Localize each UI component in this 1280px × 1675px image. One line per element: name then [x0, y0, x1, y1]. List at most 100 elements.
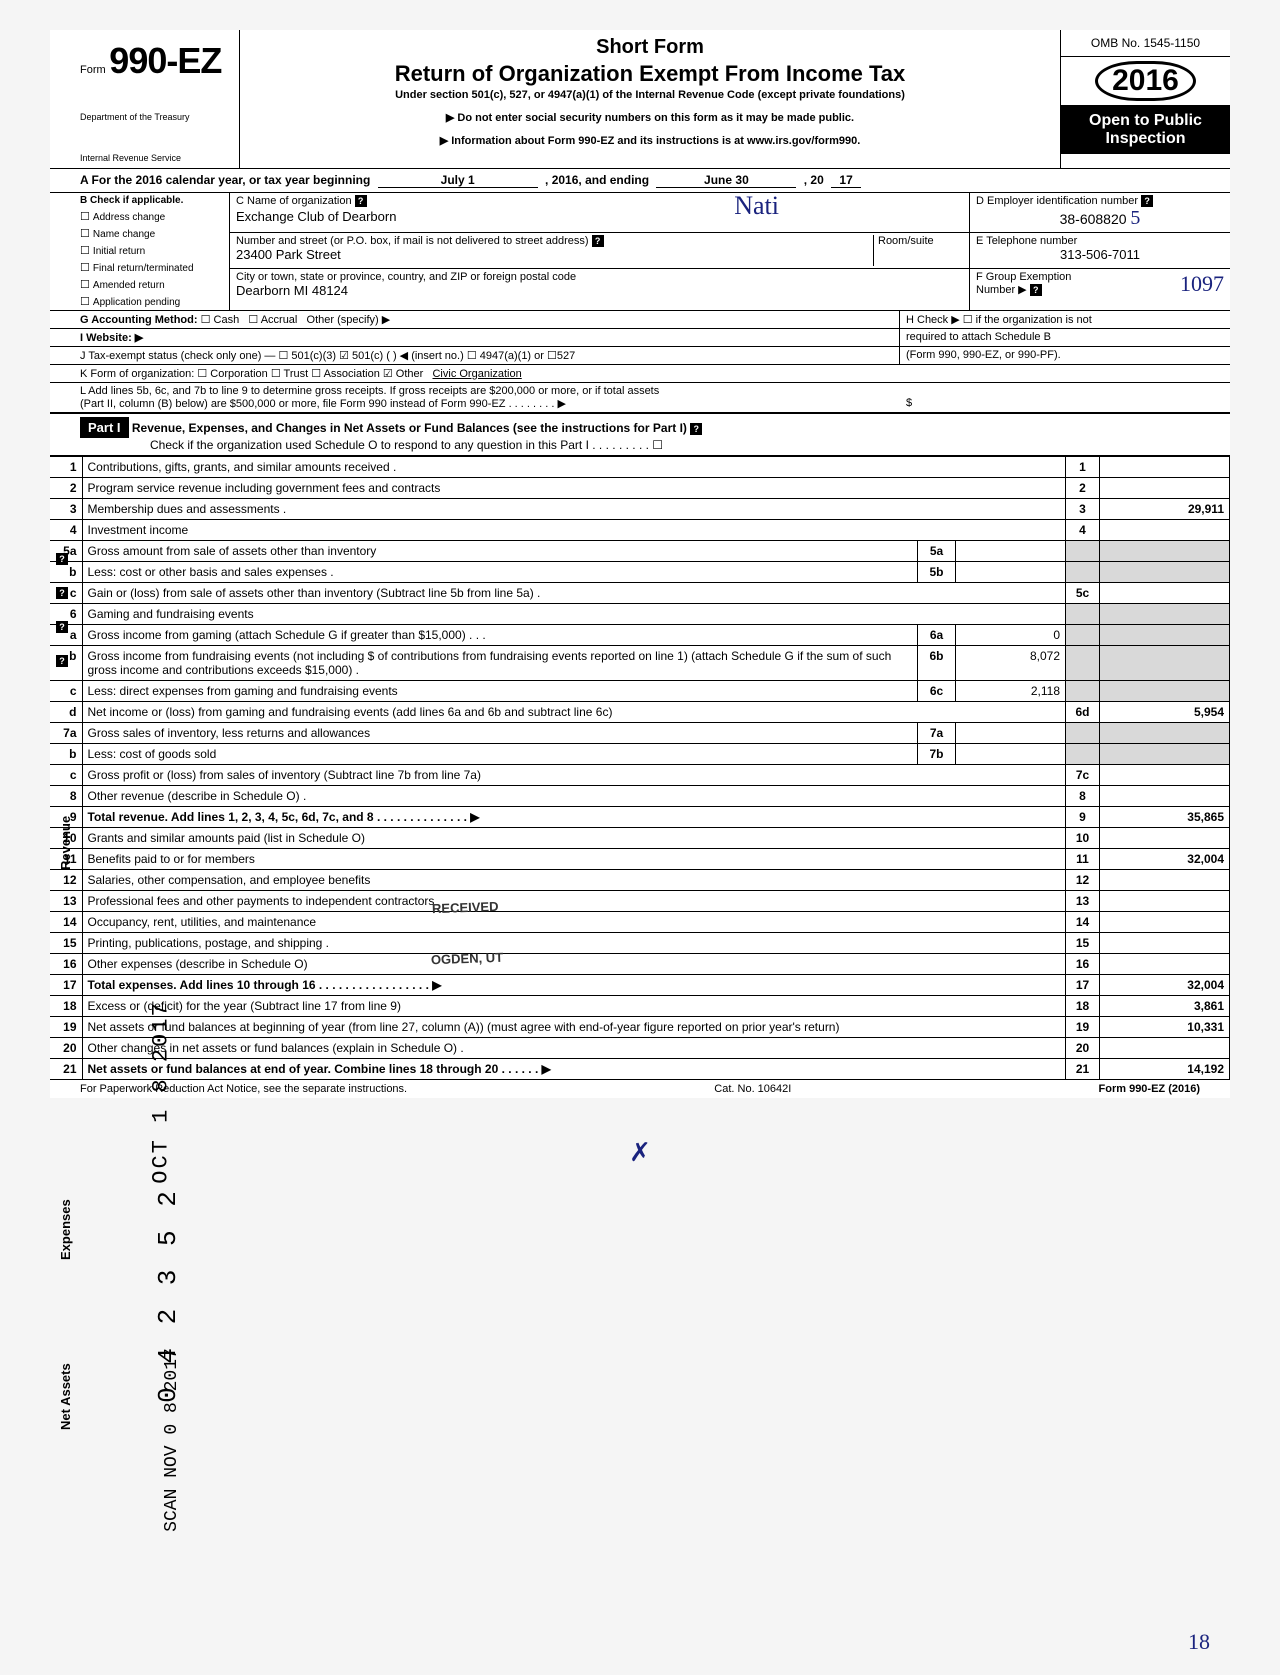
c-label: C Name of organization [236, 195, 352, 207]
chk-cash[interactable]: Cash [201, 314, 240, 326]
open-to-public: Open to Public Inspection [1061, 106, 1230, 154]
l-line2: (Part II, column (B) below) are $500,000… [80, 397, 894, 410]
row-h-1: H Check ▶ ☐ if the organization is not [900, 311, 1230, 328]
cell-org-name: C Name of organization ? Nati Exchange C… [230, 193, 969, 233]
header-right: OMB No. 1545-1150 2016 Open to Public In… [1060, 30, 1230, 168]
f-label: F Group Exemption [976, 271, 1071, 283]
form-header: Form 990-EZ Department of the Treasury I… [50, 30, 1230, 169]
sidebar-net-assets: Net Assets [58, 1363, 73, 1430]
row-a-yrval: 17 [831, 173, 861, 188]
help-icon: ? [1030, 284, 1042, 296]
dept-irs: Internal Revenue Service [80, 153, 231, 164]
k-label: K Form of organization: ☐ Corporation ☐ … [80, 368, 423, 380]
help-icon: ? [355, 195, 367, 207]
cell-group-exemption: F Group Exemption 1097 Number ▶ ? [970, 269, 1230, 305]
city-label: City or town, state or province, country… [236, 271, 576, 283]
row-a-yr: , 20 [804, 173, 824, 187]
form-number: 990-EZ [109, 40, 221, 81]
sidebar-revenue: Revenue [58, 816, 73, 870]
footer-mid: Cat. No. 10642I [714, 1083, 791, 1095]
chk-accrual[interactable]: Accrual [248, 314, 297, 326]
k-other-value: Civic Organization [432, 368, 521, 380]
help-icon: ? [1141, 195, 1153, 207]
g-other: Other (specify) ▶ [307, 314, 391, 326]
help-icon: ? [56, 587, 68, 599]
e-label: E Telephone number [976, 235, 1077, 247]
help-icon: ? [690, 423, 702, 435]
stamp-received: RECEIVED [429, 899, 502, 917]
l-line1: L Add lines 5b, 6c, and 7b to line 9 to … [80, 385, 894, 397]
form-page: Form 990-EZ Department of the Treasury I… [50, 30, 1230, 1098]
instruction-ssn: ▶ Do not enter social security numbers o… [250, 111, 1050, 124]
row-h-3: (Form 990, 990-EZ, or 990-PF). [900, 347, 1230, 364]
ein-hand: 5 [1130, 207, 1140, 229]
d-label: D Employer identification number [976, 195, 1138, 207]
part1-check: Check if the organization used Schedule … [80, 438, 1222, 452]
handwritten-nati: Nati [734, 191, 779, 221]
chk-initial-return[interactable]: Initial return [80, 242, 229, 259]
omb-number: OMB No. 1545-1150 [1061, 30, 1230, 57]
street-label: Number and street (or P.O. box, if mail … [236, 235, 589, 247]
scan-stamp: SCAN NOV 0 8 2017 [162, 1348, 182, 1532]
footer-right: Form 990-EZ (2016) [1099, 1083, 1200, 1095]
ein-value: 38-608820 [1060, 211, 1127, 227]
stamp-ogden: OGDEN, UT [431, 950, 504, 968]
page-footer: For Paperwork Reduction Act Notice, see … [50, 1080, 1230, 1098]
signature-mark: ✗ [0, 1138, 1280, 1168]
col-c: C Name of organization ? Nati Exchange C… [230, 193, 970, 310]
help-icon: ? [592, 235, 604, 247]
row-i: I Website: ▶ required to attach Schedule… [50, 329, 1230, 347]
year-box: 2016 [1061, 57, 1230, 106]
row-a-begin: July 1 [378, 173, 538, 188]
cell-city: City or town, state or province, country… [230, 269, 969, 305]
row-k: K Form of organization: ☐ Corporation ☐ … [50, 365, 1230, 383]
row-j: J Tax-exempt status (check only one) — ☐… [50, 347, 1230, 365]
title-return: Return of Organization Exempt From Incom… [250, 61, 1050, 87]
chk-amended-return[interactable]: Amended return [80, 276, 229, 293]
block-bcd: B Check if applicable. Address change Na… [50, 193, 1230, 311]
instruction-info: ▶ Information about Form 990-EZ and its … [250, 134, 1050, 147]
cell-street: Number and street (or P.O. box, if mail … [230, 233, 969, 269]
lines-table: 1Contributions, gifts, grants, and simil… [50, 456, 1230, 1080]
footer-left: For Paperwork Reduction Act Notice, see … [80, 1083, 407, 1095]
l-amount: $ [900, 383, 1230, 412]
row-l: L Add lines 5b, 6c, and 7b to line 9 to … [50, 383, 1230, 414]
phone-value: 313-506-7011 [976, 247, 1224, 262]
col-b-header: B Check if applicable. [80, 193, 229, 208]
cell-ein: D Employer identification number ? 38-60… [970, 193, 1230, 233]
header-mid: Short Form Return of Organization Exempt… [240, 30, 1060, 168]
g-label: G Accounting Method: [80, 314, 198, 326]
header-left: Form 990-EZ Department of the Treasury I… [50, 30, 240, 168]
street-value: 23400 Park Street [236, 247, 873, 262]
row-h-2: required to attach Schedule B [900, 329, 1230, 346]
help-icon: ? [56, 621, 68, 633]
margin-help-icons: ? ? ? ? [56, 540, 68, 676]
j-label: J Tax-exempt status (check only one) — ☐… [50, 347, 900, 364]
chk-name-change[interactable]: Name change [80, 225, 229, 242]
sidebar-expenses: Expenses [58, 1199, 73, 1260]
chk-final-return[interactable]: Final return/terminated [80, 259, 229, 276]
form-prefix: Form [80, 64, 106, 76]
part1-title: Revenue, Expenses, and Changes in Net As… [132, 421, 687, 435]
part1-badge: Part I [80, 417, 129, 438]
title-short-form: Short Form [250, 36, 1050, 59]
chk-address-change[interactable]: Address change [80, 208, 229, 225]
subtitle: Under section 501(c), 527, or 4947(a)(1)… [250, 89, 1050, 101]
row-a-mid: , 2016, and ending [545, 173, 649, 187]
col-d: D Employer identification number ? 38-60… [970, 193, 1230, 310]
row-g: G Accounting Method: Cash Accrual Other … [50, 311, 1230, 329]
org-name: Exchange Club of Dearborn [236, 209, 963, 224]
col-b: B Check if applicable. Address change Na… [50, 193, 230, 310]
cell-phone: E Telephone number 313-506-7011 [970, 233, 1230, 269]
city-value: Dearborn MI 48124 [236, 283, 963, 298]
i-label: I Website: ▶ [80, 332, 143, 344]
dept-treasury: Department of the Treasury [80, 112, 231, 123]
f-label2: Number ▶ [976, 284, 1027, 296]
tax-year: 2016 [1095, 61, 1196, 101]
chk-application-pending[interactable]: Application pending [80, 293, 229, 310]
row-a-tax-year: A For the 2016 calendar year, or tax yea… [50, 169, 1230, 193]
group-exemption-value: 1097 [1180, 271, 1224, 297]
part1-header-row: Part I Revenue, Expenses, and Changes in… [50, 414, 1230, 456]
row-a-label: A For the 2016 calendar year, or tax yea… [80, 173, 370, 187]
row-a-end: June 30 [656, 173, 796, 188]
